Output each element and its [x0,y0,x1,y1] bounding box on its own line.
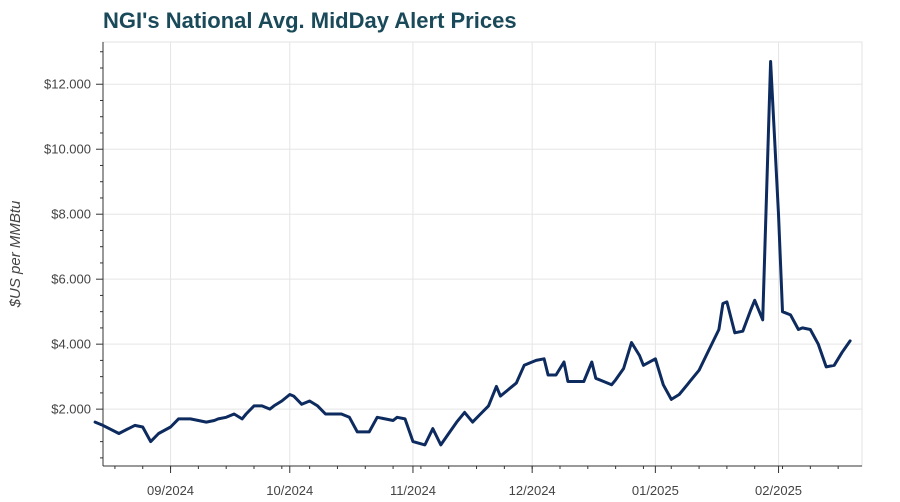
x-tick-label: 09/2024 [147,483,194,498]
plot-frame [102,41,863,467]
y-tick-label: $6.000 [51,272,91,287]
x-tick-label: 01/2025 [632,483,679,498]
price-series-line [93,60,852,447]
y-tick-label: $10.000 [44,142,91,157]
x-tick-label: 11/2024 [390,483,436,498]
y-tick-label: $2.000 [51,402,91,417]
x-tick-label: 02/2025 [755,483,802,498]
y-tick-label: $8.000 [51,207,91,222]
y-tick-label: $4.000 [51,337,91,352]
x-tick-label: 10/2024 [266,483,313,498]
x-tick-label: 12/2024 [509,483,556,498]
chart-title: NGI's National Avg. MidDay Alert Prices [103,8,517,33]
y-axis-title: $US per MMBtu [7,200,24,308]
y-tick-label: $12.000 [44,77,91,92]
